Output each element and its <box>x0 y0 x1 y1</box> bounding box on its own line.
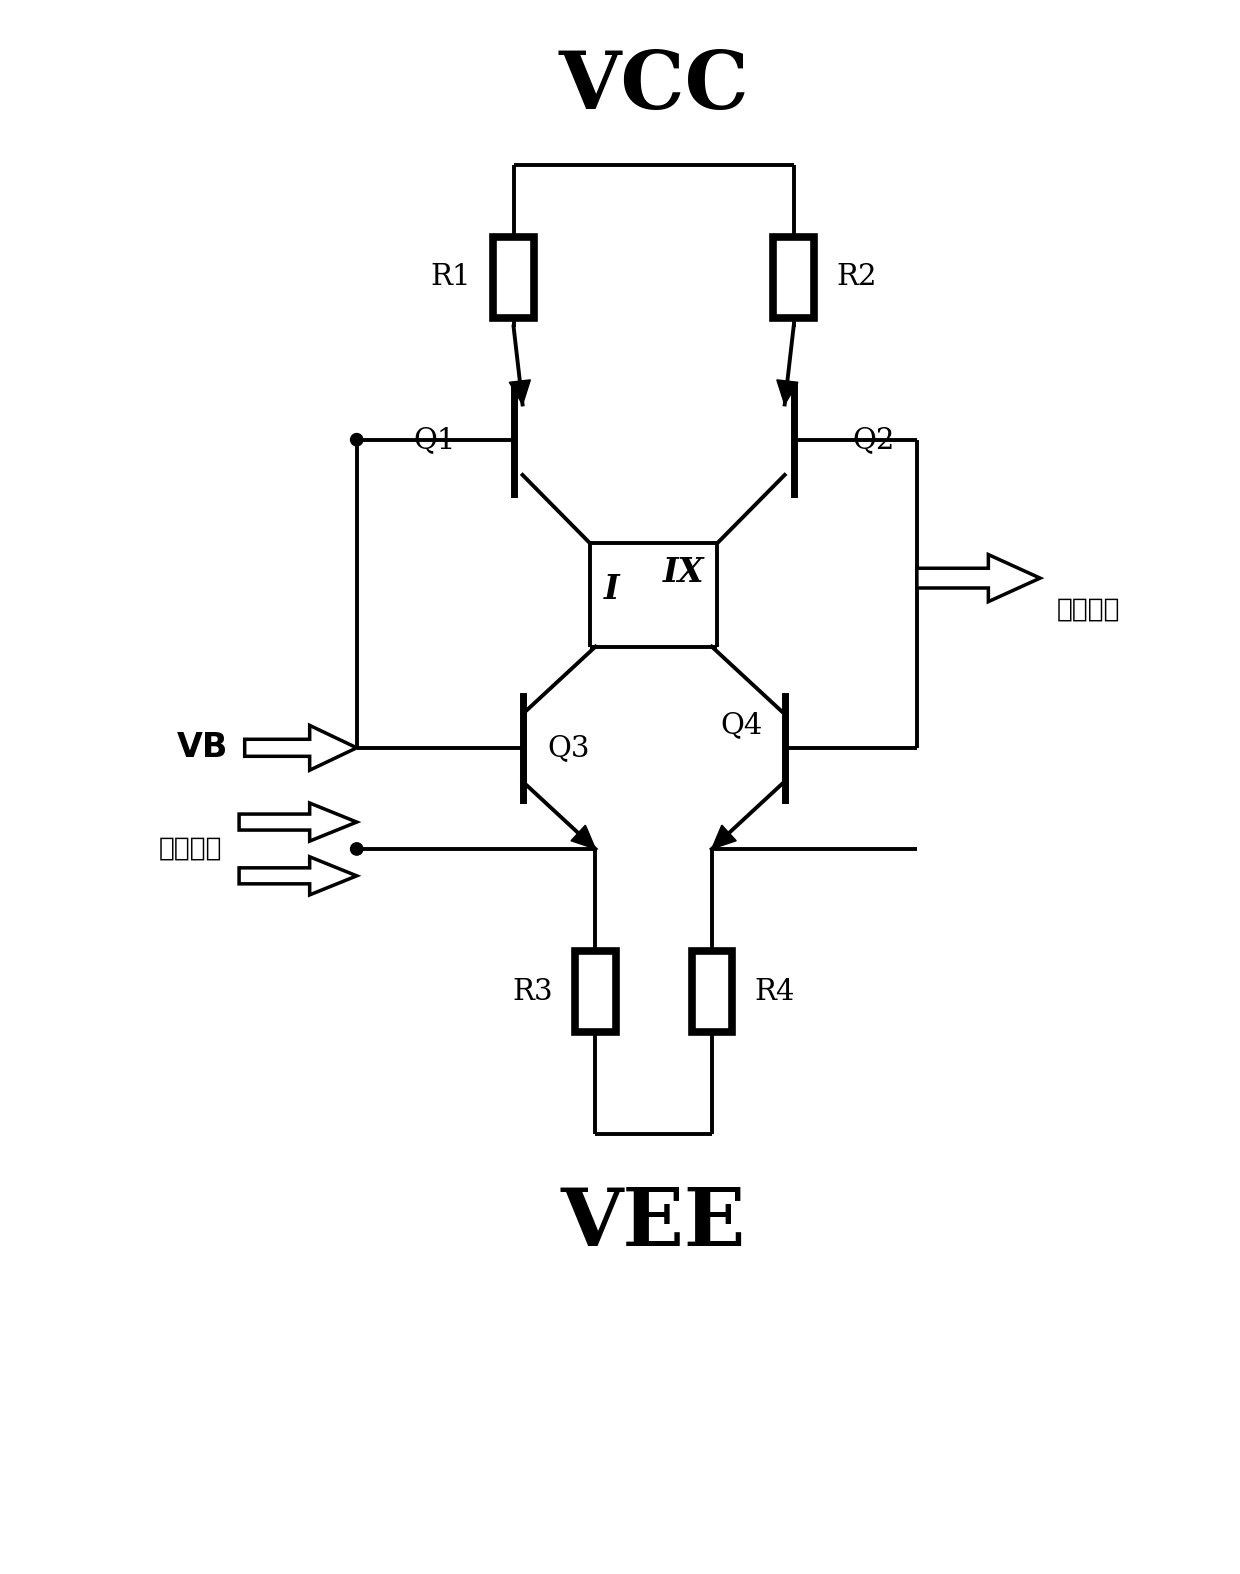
Bar <box>692 951 732 1033</box>
Bar <box>774 238 813 318</box>
Bar <box>494 238 533 318</box>
Text: Q3: Q3 <box>547 733 590 762</box>
Circle shape <box>351 433 363 445</box>
Text: 信号输出: 信号输出 <box>1056 597 1121 622</box>
Polygon shape <box>239 856 357 896</box>
Polygon shape <box>510 379 531 405</box>
Polygon shape <box>239 803 357 841</box>
Text: Q4: Q4 <box>720 711 763 738</box>
Polygon shape <box>244 726 357 770</box>
Text: VEE: VEE <box>560 1185 746 1262</box>
Text: VCC: VCC <box>558 47 749 126</box>
Text: R4: R4 <box>754 977 795 1006</box>
Text: R1: R1 <box>430 263 471 291</box>
Text: Q1: Q1 <box>413 425 455 453</box>
Text: VB: VB <box>176 732 228 765</box>
Text: R3: R3 <box>512 977 553 1006</box>
Text: 信号输入: 信号输入 <box>159 836 222 863</box>
Circle shape <box>351 842 363 855</box>
Text: IX: IX <box>662 556 704 589</box>
Bar <box>575 951 615 1033</box>
Polygon shape <box>916 554 1040 601</box>
Polygon shape <box>570 825 595 848</box>
Text: R2: R2 <box>836 263 877 291</box>
Polygon shape <box>776 379 797 405</box>
Polygon shape <box>712 825 737 848</box>
Text: Q2: Q2 <box>852 425 894 453</box>
Text: I: I <box>604 573 619 606</box>
